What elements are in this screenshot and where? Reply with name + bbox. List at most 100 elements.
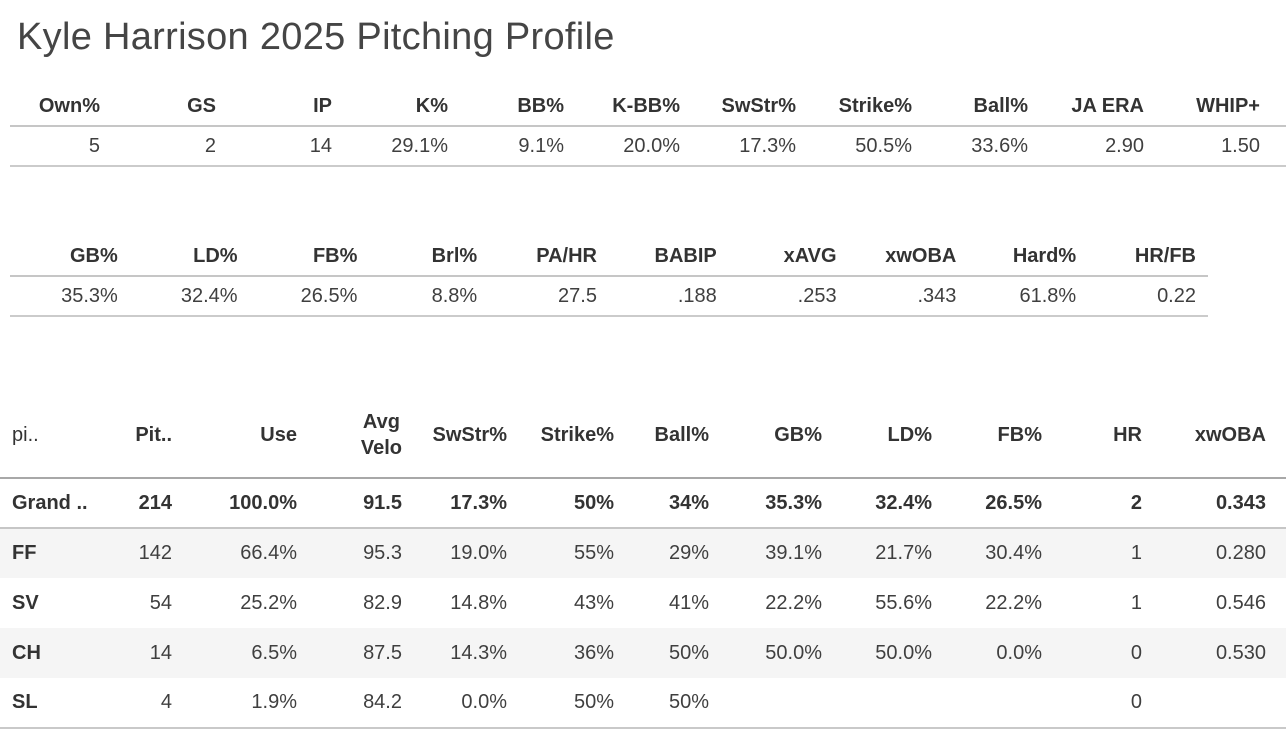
pitch-stat-value: 142	[138, 542, 172, 564]
season-stat-value: 29.1%	[391, 134, 448, 157]
pitch-col-header[interactable]: HR	[1062, 393, 1162, 478]
batted-ball-col-header: Hard%	[1012, 245, 1077, 267]
pitch-stat-value: 36%	[573, 641, 614, 664]
pitch-stat-value: 50%	[573, 691, 614, 713]
pitch-type-field-header[interactable]: pi..	[0, 393, 118, 478]
pitch-stat-value	[729, 678, 842, 728]
pitch-stat-value: 0.0%	[461, 691, 507, 713]
batted-ball-stat-value: 8.8%	[431, 284, 478, 307]
season-stat-value: 20.0%	[623, 134, 680, 157]
season-stat-value: 14	[309, 134, 332, 157]
pitch-stat-value: 2	[1130, 491, 1142, 514]
batted-ball-col-header: xwOBA	[885, 245, 957, 267]
pitch-stat-value: 55%	[573, 542, 614, 564]
pitch-stat-value: 0.530	[1215, 641, 1266, 664]
pitch-stat-value: 43%	[573, 591, 614, 614]
pitch-col-header-label: Use	[260, 423, 297, 446]
pitch-stat-value: 66.4%	[240, 542, 297, 564]
batted-ball-col-header: FB%	[312, 245, 358, 267]
pitch-stat-value: 0	[1130, 641, 1142, 664]
pitch-col-header[interactable]: Avg Velo	[317, 393, 422, 478]
pitch-col-header[interactable]: xwOBA	[1162, 393, 1286, 478]
pitch-stat-value: 91.5	[363, 491, 402, 514]
season-col-header: WHIP+	[1196, 95, 1260, 117]
pitch-col-header[interactable]: SwStr%	[422, 393, 527, 478]
season-stat-value: 50.5%	[855, 134, 912, 157]
season-stat-value: 9.1%	[518, 134, 564, 157]
batted-ball-col-header: BABIP	[654, 245, 717, 267]
pitch-stat-value: 14.3%	[450, 641, 507, 664]
pitch-col-header[interactable]: Use	[192, 393, 317, 478]
pitch-col-header-label: HR	[1113, 423, 1142, 446]
pitch-stat-value: 17.3%	[450, 491, 507, 514]
pitch-stat-value: 6.5%	[251, 641, 297, 664]
batted-ball-col-header: GB%	[70, 245, 118, 267]
season-col-header: K-BB%	[612, 95, 680, 117]
season-stats-table: Own% GS IP K% BB% K-BB% SwStr% Strike% Ball% JA E…	[10, 88, 1286, 167]
batted-ball-col-header: HR/FB	[1134, 245, 1196, 267]
pitch-col-header[interactable]: LD%	[842, 393, 952, 478]
pitch-stat-value	[842, 678, 952, 728]
pitch-col-header[interactable]: Ball%	[634, 393, 729, 478]
batted-ball-stat-value: .188	[677, 284, 717, 307]
pitch-stat-value: 19.0%	[450, 542, 507, 564]
pitch-stat-value: 0.0%	[996, 641, 1042, 664]
pitch-stat-value: 39.1%	[765, 542, 822, 564]
batted-ball-stat-value: 61.8%	[1019, 284, 1077, 307]
pitch-stat-value: 0	[1130, 691, 1142, 713]
season-col-header: JA ERA	[1071, 95, 1144, 117]
pitch-type-field-label: pi..	[12, 423, 39, 446]
pitch-col-header[interactable]: GB%	[729, 393, 842, 478]
batted-ball-stat-value: 35.3%	[61, 284, 118, 307]
pitch-stat-value: 14	[149, 641, 172, 664]
pitch-stat-value: 95.3	[363, 542, 402, 564]
pitch-row: CH 14 6.5% 87.5 14.3% 36% 50% 50.0% 50.0% 0.0% 0 0.…	[0, 628, 1286, 678]
pitch-col-header[interactable]: FB%	[952, 393, 1062, 478]
season-col-header: Ball%	[973, 95, 1028, 117]
pitch-stat-value: 26.5%	[985, 491, 1042, 514]
pitch-stat-value: 50%	[573, 491, 614, 514]
pitch-stat-value: 14.8%	[450, 591, 507, 614]
batted-ball-stat-value: 27.5	[558, 284, 597, 307]
pitch-stat-value: 100.0%	[229, 491, 297, 514]
season-col-header: GS	[187, 95, 216, 117]
pitch-stat-value: 22.2%	[765, 591, 822, 614]
pitch-type-label[interactable]: FF	[12, 542, 37, 564]
pitch-col-header-label: FB%	[997, 423, 1042, 446]
pitch-row: FF 142 66.4% 95.3 19.0% 55% 29% 39.1% 21.7% 30.4%…	[0, 528, 1286, 578]
season-stat-value: 5	[88, 134, 100, 157]
season-stat-value: 2	[204, 134, 216, 157]
pitch-type-label[interactable]: SV	[12, 591, 39, 614]
pitch-stat-value: 0.343	[1215, 491, 1266, 514]
batted-ball-col-header: PA/HR	[536, 245, 597, 267]
season-stat-value: 33.6%	[971, 134, 1028, 157]
pitch-type-label[interactable]: SL	[12, 691, 38, 713]
pitch-row: SL 4 1.9% 84.2 0.0% 50% 50% 0	[0, 678, 1286, 728]
pitch-type-label[interactable]: CH	[12, 641, 41, 664]
pitch-type-label[interactable]: Grand ..	[12, 491, 88, 514]
pitch-stat-value: 0.280	[1215, 542, 1266, 564]
batted-ball-stat-value: .253	[797, 284, 837, 307]
pitch-col-header[interactable]: Strike%	[527, 393, 634, 478]
pitch-stat-value: 22.2%	[985, 591, 1042, 614]
pitch-mix-table: pi.. Pit.. Use Avg Velo SwStr% Strike% Ball% GB…	[0, 393, 1286, 729]
pitch-stat-value: 54	[149, 591, 172, 614]
batted-ball-col-header: xAVG	[783, 245, 837, 267]
pitch-stat-value: 82.9	[363, 591, 402, 614]
pitch-stat-value: 1	[1130, 591, 1142, 614]
pitch-stat-value: 35.3%	[765, 491, 822, 514]
batted-ball-col-header: Brl%	[431, 245, 478, 267]
pitch-stat-value: 50%	[668, 641, 709, 664]
pitch-col-header-label: Strike%	[540, 423, 614, 446]
pitch-col-header-label: SwStr%	[432, 423, 507, 446]
pitch-stat-value: 50%	[668, 691, 709, 713]
pitch-col-header[interactable]: Pit..	[118, 393, 192, 478]
pitch-stat-value: 21.7%	[875, 542, 932, 564]
season-stat-value: 1.50	[1221, 134, 1260, 157]
pitch-stat-value	[1162, 678, 1286, 728]
pitch-row: SV 54 25.2% 82.9 14.8% 43% 41% 22.2% 55.6% 22.2% 1…	[0, 578, 1286, 628]
pitch-stat-value: 87.5	[363, 641, 402, 664]
pitch-stat-value: 30.4%	[985, 542, 1042, 564]
pitch-stat-value: 50.0%	[875, 641, 932, 664]
season-stat-value: 2.90	[1105, 134, 1144, 157]
